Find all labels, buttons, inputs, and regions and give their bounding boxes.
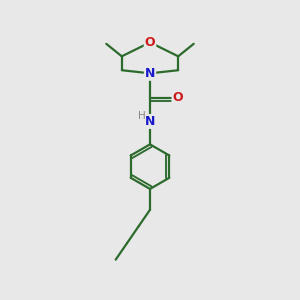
- Text: H: H: [138, 111, 146, 121]
- Text: O: O: [145, 36, 155, 49]
- Text: N: N: [145, 115, 155, 128]
- Text: O: O: [172, 91, 183, 104]
- Text: N: N: [145, 67, 155, 80]
